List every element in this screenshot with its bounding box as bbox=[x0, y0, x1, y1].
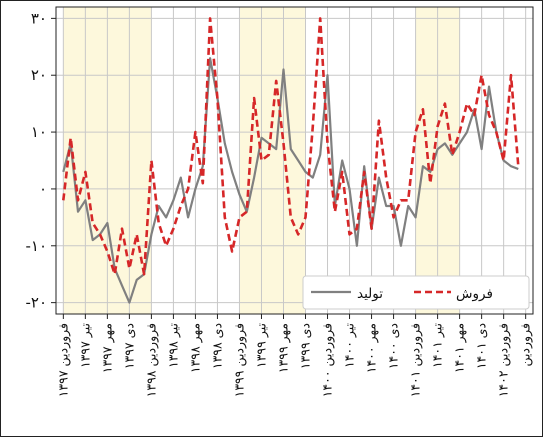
x-tick-label: دی ۱۳۹۸ bbox=[209, 323, 224, 369]
x-tick-label: تیر ۱۳۹۸ bbox=[165, 322, 181, 368]
y-tick-label: -۱۰ bbox=[25, 237, 47, 255]
x-tick-label: فروردین ۱۴۰۱ bbox=[408, 323, 424, 397]
x-tick-label: تیر ۱۳۹۷ bbox=[77, 323, 93, 369]
plot-border bbox=[55, 6, 534, 315]
y-tick-label: ۲۰ bbox=[31, 66, 47, 84]
x-tick-label: تیر ۱۳۹۹ bbox=[254, 323, 270, 369]
x-tick-label: دی ۱۴۰۰ bbox=[386, 323, 401, 369]
series-lines bbox=[62, 17, 520, 304]
legend-label-production: تولید bbox=[357, 286, 383, 302]
series-line-sales bbox=[62, 17, 520, 276]
x-tick-label: فروردین ۱۴۰۲ bbox=[496, 323, 512, 397]
x-tick-label: دی ۱۳۹۹ bbox=[298, 323, 313, 369]
x-tick-label: تیر ۱۴۰۰ bbox=[342, 322, 358, 368]
x-tick-label: مهر ۱۴۰۰ bbox=[364, 323, 380, 373]
x-tick-label: فروردین ۱۳۹۹ bbox=[232, 323, 248, 397]
x-tick-label: فروردین ۱۳۹۷ bbox=[55, 323, 71, 397]
vertical-gridlines bbox=[62, 7, 527, 314]
x-tick-label: فروردین ۱۴۰۰ bbox=[320, 323, 336, 397]
y-tick-labels: -۲۰ -۱۰ ۰ ۱۰ ۲۰ ۳۰ bbox=[25, 9, 56, 312]
legend-label-sales: فروش bbox=[456, 286, 493, 302]
series-line-production bbox=[62, 57, 519, 304]
horizontal-gridlines bbox=[56, 17, 533, 304]
legend: فروش تولید bbox=[302, 275, 530, 310]
axes bbox=[55, 6, 534, 315]
y-tick-label: ۳۰ bbox=[31, 9, 47, 27]
y-tick-label: ۱۰ bbox=[31, 123, 47, 141]
x-tick-label: تیر ۱۴۰۱ bbox=[430, 322, 446, 368]
x-tick-label: فروردین bbox=[518, 323, 534, 367]
y-tick-label: ۰ bbox=[39, 180, 47, 198]
x-tick-labels: فروردین ۱۳۹۷ تیر ۱۳۹۷ مهر ۱۳۹۷ دی ۱۳۹۷ فرورد… bbox=[55, 314, 534, 397]
x-tick-label: مهر ۱۳۹۷ bbox=[99, 323, 115, 373]
y-tick-label: -۲۰ bbox=[25, 294, 47, 312]
x-tick-label: مهر ۱۳۹۹ bbox=[276, 323, 292, 373]
x-tick-label: مهر ۱۴۰۱ bbox=[452, 323, 468, 373]
x-tick-label: فروردین ۱۳۹۸ bbox=[143, 323, 159, 397]
x-tick-label: دی ۱۳۹۷ bbox=[121, 323, 136, 369]
x-tick-label: مهر ۱۳۹۸ bbox=[187, 323, 203, 373]
x-tick-label: دی ۱۴۰۱ bbox=[474, 323, 489, 369]
